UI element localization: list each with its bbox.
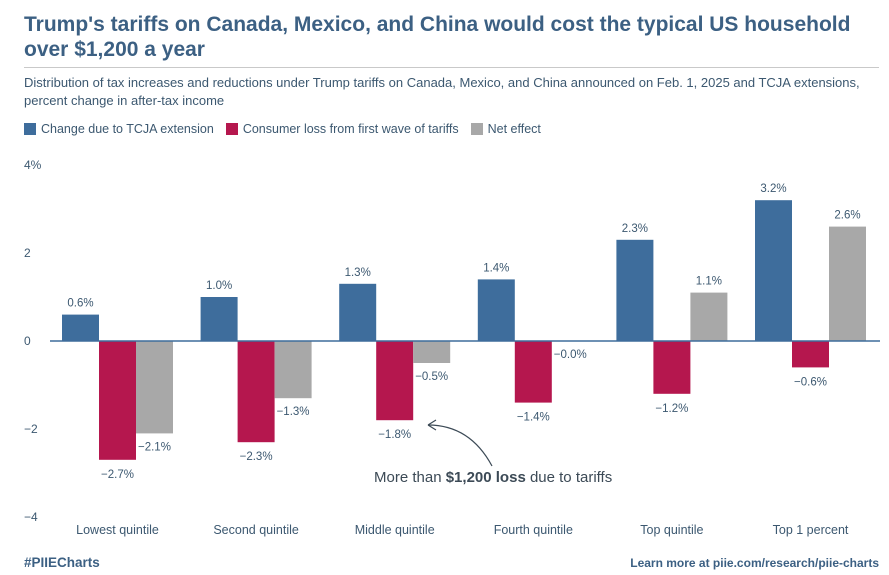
legend-item-tcja: Change due to TCJA extension (24, 122, 214, 136)
data-label: −2.1% (138, 441, 171, 453)
title-divider (24, 67, 879, 68)
bar-net (136, 341, 173, 434)
data-label: −2.3% (240, 451, 273, 463)
y-tick-label: 0 (24, 334, 31, 348)
category-label: Second quintile (213, 523, 299, 537)
data-label: 1.0% (206, 280, 232, 292)
category-label: Fourth quintile (494, 523, 573, 537)
chart-subtitle: Distribution of tax increases and reduct… (24, 75, 860, 108)
footer-hashtag: #PIIECharts (24, 555, 100, 570)
y-tick-label: 4% (24, 158, 42, 172)
legend-swatch-tcja (24, 123, 36, 135)
category-label: Top 1 percent (773, 523, 849, 537)
data-label: −1.8% (378, 429, 411, 441)
legend-label-tariffs: Consumer loss from first wave of tariffs (242, 122, 459, 136)
annotation-arrow (427, 424, 493, 467)
data-label: 1.4% (483, 262, 509, 274)
data-label: 3.2% (760, 183, 786, 195)
bar-tcja (200, 297, 238, 341)
bar-tcja (616, 239, 654, 341)
tariff-loss-annotation: More than $1,200 loss due to tariffs (374, 469, 612, 486)
legend-label-net: Net effect (487, 122, 541, 136)
annotation-bold: $1,200 loss (445, 469, 526, 486)
data-label: 0.6% (67, 298, 93, 310)
bar-net (690, 292, 728, 341)
bar-tcja (62, 314, 99, 341)
legend-swatch-tariffs (225, 123, 238, 135)
bar-net (413, 341, 451, 363)
legend-swatch-net (470, 123, 483, 135)
annotation-prefix: More than (374, 469, 446, 486)
data-label: 1.1% (696, 276, 722, 288)
category-label: Middle quintile (355, 523, 435, 537)
data-label: −1.2% (655, 403, 688, 415)
legend-item-net: Net effect (470, 122, 541, 136)
bar-tariffs (376, 341, 414, 421)
bar-net (829, 226, 866, 341)
footer-link[interactable]: Learn more at piie.com/research/piie-cha… (630, 556, 879, 570)
chart-title: Trump's tariffs on Canada, Mexico, and C… (24, 13, 851, 61)
data-label: −1.3% (277, 406, 310, 418)
annotation-arrowhead (427, 419, 437, 431)
bar-tariffs (99, 341, 136, 460)
data-label: −0.0% (554, 349, 587, 361)
data-label: −0.6% (794, 376, 827, 388)
data-label: 2.3% (622, 223, 648, 235)
legend: Change due to TCJA extension Consumer lo… (24, 122, 553, 136)
bar-tariffs (792, 341, 829, 368)
bar-tariffs (653, 341, 691, 394)
bar-tcja (339, 283, 377, 341)
bar-tariffs (514, 341, 552, 403)
bar-tcja (477, 279, 515, 341)
data-label: 2.6% (834, 210, 860, 222)
bar-tariffs (237, 341, 275, 443)
legend-item-tariffs: Consumer loss from first wave of tariffs (225, 122, 459, 136)
annotation-suffix: due to tariffs (525, 469, 613, 486)
data-label: −1.4% (517, 412, 550, 424)
y-tick-label: −2 (24, 422, 38, 436)
y-tick-label: 2 (24, 246, 31, 260)
category-label: Lowest quintile (76, 523, 159, 537)
y-tick-label: −4 (24, 510, 38, 524)
data-label: −2.7% (101, 469, 134, 481)
legend-label-tcja: Change due to TCJA extension (41, 122, 214, 136)
data-label: −0.5% (415, 371, 448, 383)
category-label: Top quintile (640, 523, 703, 537)
bar-tcja (755, 200, 792, 341)
bar-net (274, 341, 312, 399)
data-label: 1.3% (345, 267, 371, 279)
